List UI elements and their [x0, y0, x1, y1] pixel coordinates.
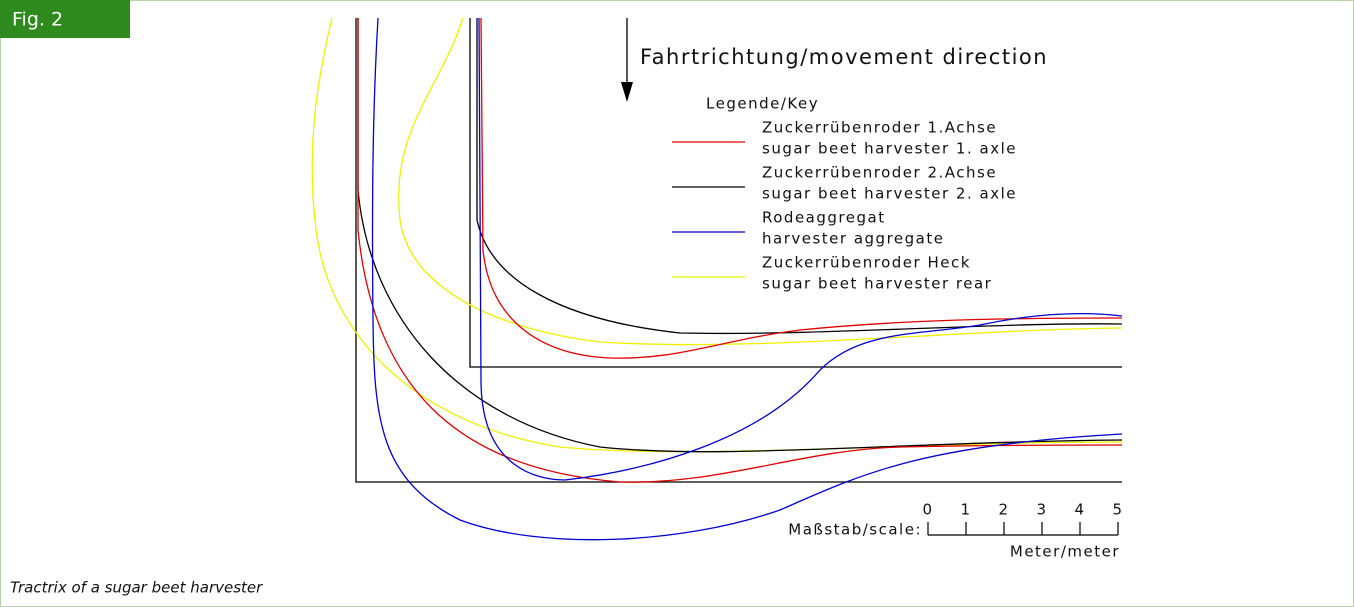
legend-label: sugar beet harvester 1. axle	[762, 140, 1017, 158]
caption: Tractrix of a sugar beet harvester	[10, 579, 263, 597]
legend: Zuckerrübenroder 1.Achse sugar beet harve…	[672, 119, 1017, 293]
scale-tick-label: 2	[998, 501, 1009, 519]
legend-label: sugar beet harvester rear	[762, 275, 992, 293]
curve	[476, 18, 1123, 335]
legend-title: Legende/Key	[706, 95, 819, 113]
scale-bar: Maßstab/scale: Meter/meter 0 1 2 3 4 5	[788, 501, 1123, 561]
curve	[480, 17, 1123, 359]
scale-tick-label: 0	[922, 501, 933, 519]
legend-label: Zuckerrübenroder 1.Achse	[762, 119, 997, 137]
legend-label: Rodeaggregat	[762, 209, 886, 227]
scale-tick-label: 1	[960, 501, 971, 519]
legend-label: Zuckerrübenroder 2.Achse	[762, 164, 997, 182]
direction-arrowhead	[621, 82, 633, 102]
scale-tick-label: 3	[1036, 501, 1047, 519]
legend-label: sugar beet harvester 2. axle	[762, 185, 1017, 203]
direction-label: Fahrtrichtung/movement direction	[640, 45, 1048, 69]
curve	[371, 17, 1123, 541]
legend-label: harvester aggregate	[762, 230, 944, 248]
scale-tick-label: 4	[1074, 501, 1085, 519]
inner-track	[469, 18, 1122, 368]
curve	[357, 18, 1123, 483]
legend-label: Zuckerrübenroder Heck	[762, 254, 971, 272]
outer-track	[355, 18, 1122, 483]
figure-label-box	[0, 0, 130, 38]
curves	[311, 17, 1123, 541]
scale-label: Maßstab/scale:	[788, 521, 922, 539]
figure-label: Fig. 2	[12, 9, 63, 31]
curve	[478, 17, 1123, 481]
scale-tick-label: 5	[1112, 501, 1123, 519]
curve	[357, 18, 1123, 453]
scale-unit: Meter/meter	[1010, 543, 1120, 561]
track-lines	[355, 18, 1122, 483]
